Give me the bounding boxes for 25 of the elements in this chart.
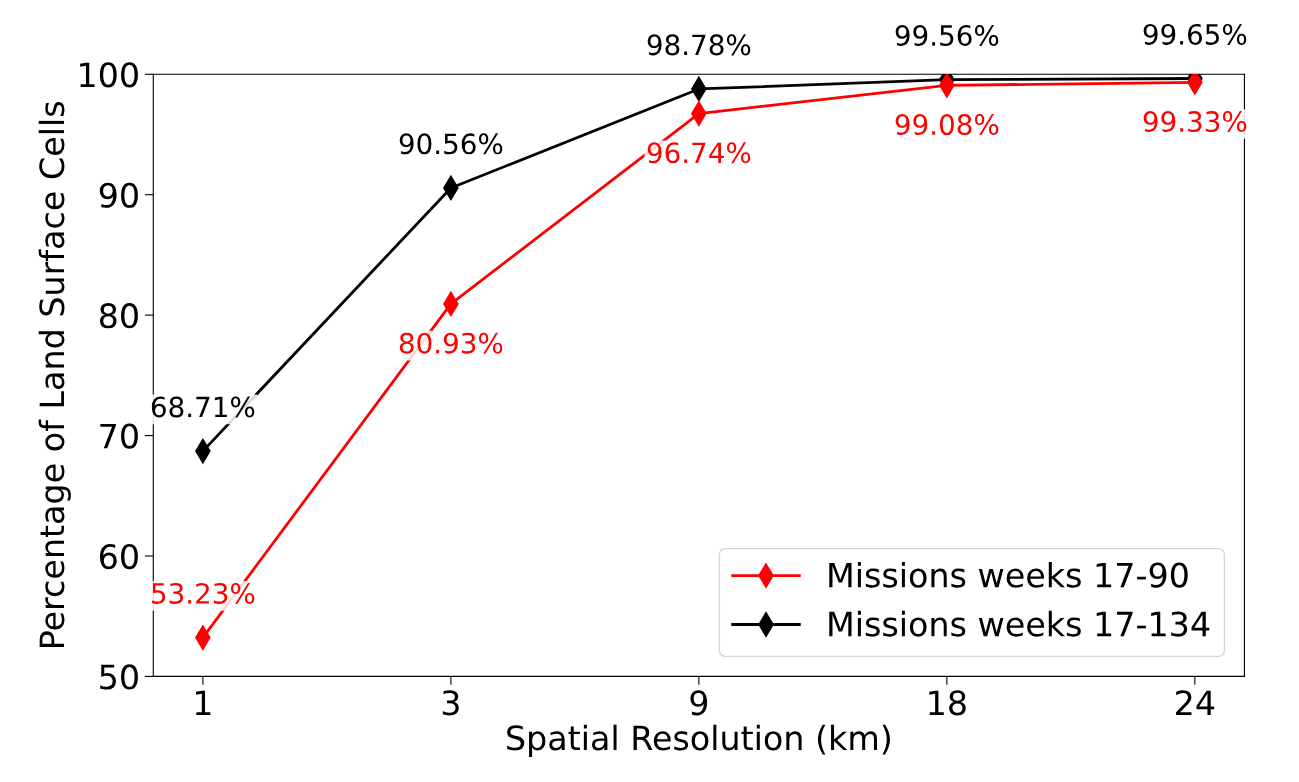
y-tick-label: 60: [100, 543, 138, 570]
legend-label: Missions weeks 17-90: [829, 561, 1188, 588]
data-label: 98.78%: [647, 34, 751, 56]
x-tick-label: 18: [929, 690, 966, 716]
x-tick-label: 24: [1176, 690, 1215, 715]
y-tick-label: 80: [99, 303, 138, 329]
y-tick-label: 50: [100, 664, 138, 690]
data-label: 99.56%: [895, 24, 999, 46]
x-tick-label: 9: [690, 690, 708, 716]
x-tick-label: 1: [195, 690, 211, 715]
y-axis-title: Percentage of Land Surface Cells: [38, 102, 71, 648]
data-label: 80.93%: [399, 332, 503, 354]
data-label: 99.08%: [895, 114, 999, 136]
data-label: 96.74%: [647, 142, 751, 164]
legend-label: Missions weeks 17-134: [829, 610, 1210, 637]
y-tick-label: 100: [80, 62, 138, 88]
data-label: 53.23%: [152, 582, 255, 604]
data-label: 68.71%: [151, 396, 255, 418]
data-label: 90.56%: [399, 133, 503, 155]
x-tick-label: 3: [442, 690, 459, 716]
y-tick-label: 90: [99, 182, 138, 208]
data-label: 99.33%: [1143, 111, 1247, 133]
y-tick-label: 70: [100, 423, 138, 449]
x-axis-title: Spatial Resolution (km): [507, 724, 890, 757]
data-label: 99.65%: [1143, 23, 1247, 45]
